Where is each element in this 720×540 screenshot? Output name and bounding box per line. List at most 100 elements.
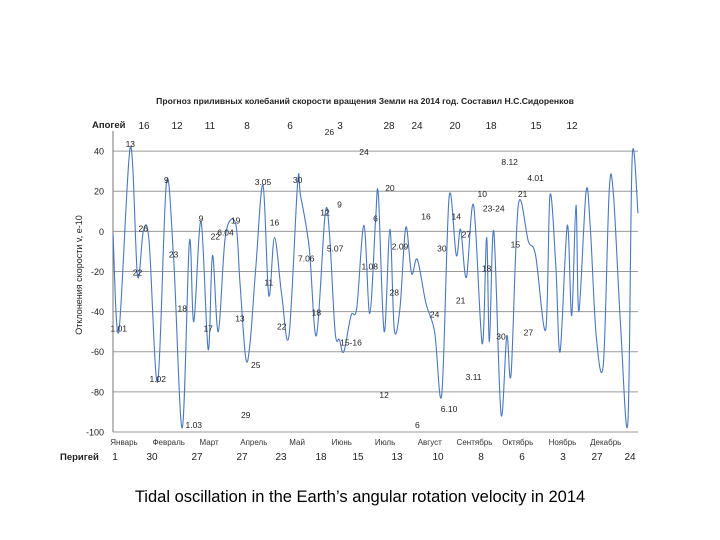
perigee-day-label: 24	[624, 452, 636, 463]
y-tick-label: -80	[91, 387, 104, 397]
data-label: 15	[511, 239, 521, 249]
perigee-day-label: 6	[519, 452, 525, 463]
data-label: 9	[199, 213, 204, 223]
y-tick-label: -40	[91, 307, 104, 317]
data-label: 6.10	[441, 404, 458, 414]
data-label: 20	[385, 183, 395, 193]
data-label: 22	[133, 267, 143, 277]
data-label: 5.07	[327, 243, 344, 253]
data-label: 17	[203, 324, 213, 334]
data-label: 15-16	[340, 338, 362, 348]
perigee-day-label: 23	[275, 452, 287, 463]
data-label: 18	[482, 263, 492, 273]
perigee-day-label: 1	[112, 452, 118, 463]
month-tick-label: Март	[200, 438, 219, 447]
data-label: 1.08	[361, 261, 378, 271]
data-label: 24	[430, 310, 440, 320]
series-line	[112, 146, 639, 429]
data-label: 27	[524, 328, 534, 338]
y-axis-label: Отклонения скорости v, e-10	[74, 215, 84, 334]
data-label: 6	[415, 420, 420, 430]
apogee-day-label: 28	[383, 121, 395, 132]
data-label: 24	[359, 147, 369, 157]
month-tick-label: Январь	[110, 438, 137, 447]
data-label: 3.11	[466, 372, 482, 382]
data-label: 30	[293, 175, 303, 185]
figure-caption: Tidal oscillation in the Earth’s angular…	[134, 488, 586, 506]
month-tick-label: Июль	[375, 438, 395, 447]
data-label: 23	[169, 249, 179, 259]
y-tick-label: 20	[94, 187, 104, 197]
apogee-day-label: 3	[337, 121, 343, 132]
apogee-day-label: 8	[244, 121, 250, 132]
data-label: 10	[477, 189, 487, 199]
data-label: 2.09	[392, 241, 409, 251]
data-label: 6.04	[217, 227, 234, 237]
y-tick-label: 0	[99, 227, 104, 237]
data-label: 26	[139, 223, 149, 233]
month-tick-label: Май	[289, 438, 305, 447]
month-tick-label: Сентябрь	[457, 438, 493, 447]
data-label: 21	[518, 189, 528, 199]
data-label: 30	[496, 332, 506, 342]
perigee-day-label: 3	[560, 452, 566, 463]
data-label: 25	[251, 360, 261, 370]
month-tick-label: Декабрь	[590, 438, 621, 447]
apogee-day-label: 24	[411, 121, 423, 132]
data-label: 27	[462, 229, 472, 239]
perigee-day-label: 8	[478, 452, 484, 463]
data-label: 26	[325, 127, 335, 137]
y-tick-label: 40	[94, 147, 104, 157]
chart-title: Прогноз приливных колебаний скорости вра…	[156, 96, 574, 106]
data-label: 28	[390, 288, 400, 298]
data-label: 6	[373, 213, 378, 223]
y-tick-label: -100	[86, 428, 104, 438]
data-label: 1.02	[149, 374, 166, 384]
data-label: 1.03	[185, 420, 202, 430]
data-label: 30	[437, 243, 447, 253]
data-label: 16	[421, 211, 431, 221]
apogee-day-label: 15	[530, 121, 542, 132]
perigee-day-label: 18	[315, 452, 327, 463]
data-label: 19	[231, 215, 241, 225]
data-label: 22	[211, 231, 221, 241]
apogee-day-label: 6	[287, 121, 293, 132]
perigee-day-label: 27	[236, 452, 248, 463]
data-label: 9	[164, 175, 169, 185]
month-tick-label: Август	[418, 438, 442, 447]
apogee-day-label: 12	[171, 121, 183, 132]
month-tick-label: Ноябрь	[549, 438, 577, 447]
data-label: 3.05	[255, 177, 272, 187]
y-tick-label: -20	[91, 267, 104, 277]
data-label: 18	[177, 304, 187, 314]
y-tick-label: -60	[91, 347, 104, 357]
data-label: 16	[270, 217, 280, 227]
month-tick-label: Июнь	[332, 438, 352, 447]
data-label: 12	[320, 207, 330, 217]
data-label: 18	[312, 308, 322, 318]
data-label: 14	[452, 211, 462, 221]
data-label: 23-24	[483, 203, 505, 213]
data-label: 12	[379, 390, 389, 400]
perigee-day-label: 27	[191, 452, 203, 463]
perigee-day-label: 13	[391, 452, 403, 463]
apogee-day-label: 20	[449, 121, 461, 132]
data-label: 8.12	[501, 157, 518, 167]
apogee-day-label: 18	[485, 121, 497, 132]
apogee-day-label: 12	[566, 121, 578, 132]
apogee-day-label: 11	[205, 121, 216, 132]
data-label: 11	[264, 278, 273, 288]
data-label: 13	[126, 139, 136, 149]
perigee-label: Перигей	[60, 452, 99, 463]
perigee-day-label: 27	[591, 452, 603, 463]
data-label: 4.01	[527, 173, 544, 183]
apogee-day-label: 16	[138, 121, 150, 132]
data-label: 29	[241, 410, 251, 420]
data-label: 1.01	[110, 324, 127, 334]
month-tick-label: Апрель	[240, 438, 267, 447]
data-label: 9	[337, 199, 342, 209]
data-label: 22	[277, 322, 287, 332]
perigee-day-label: 10	[432, 452, 444, 463]
data-label: 7.06	[298, 253, 315, 263]
